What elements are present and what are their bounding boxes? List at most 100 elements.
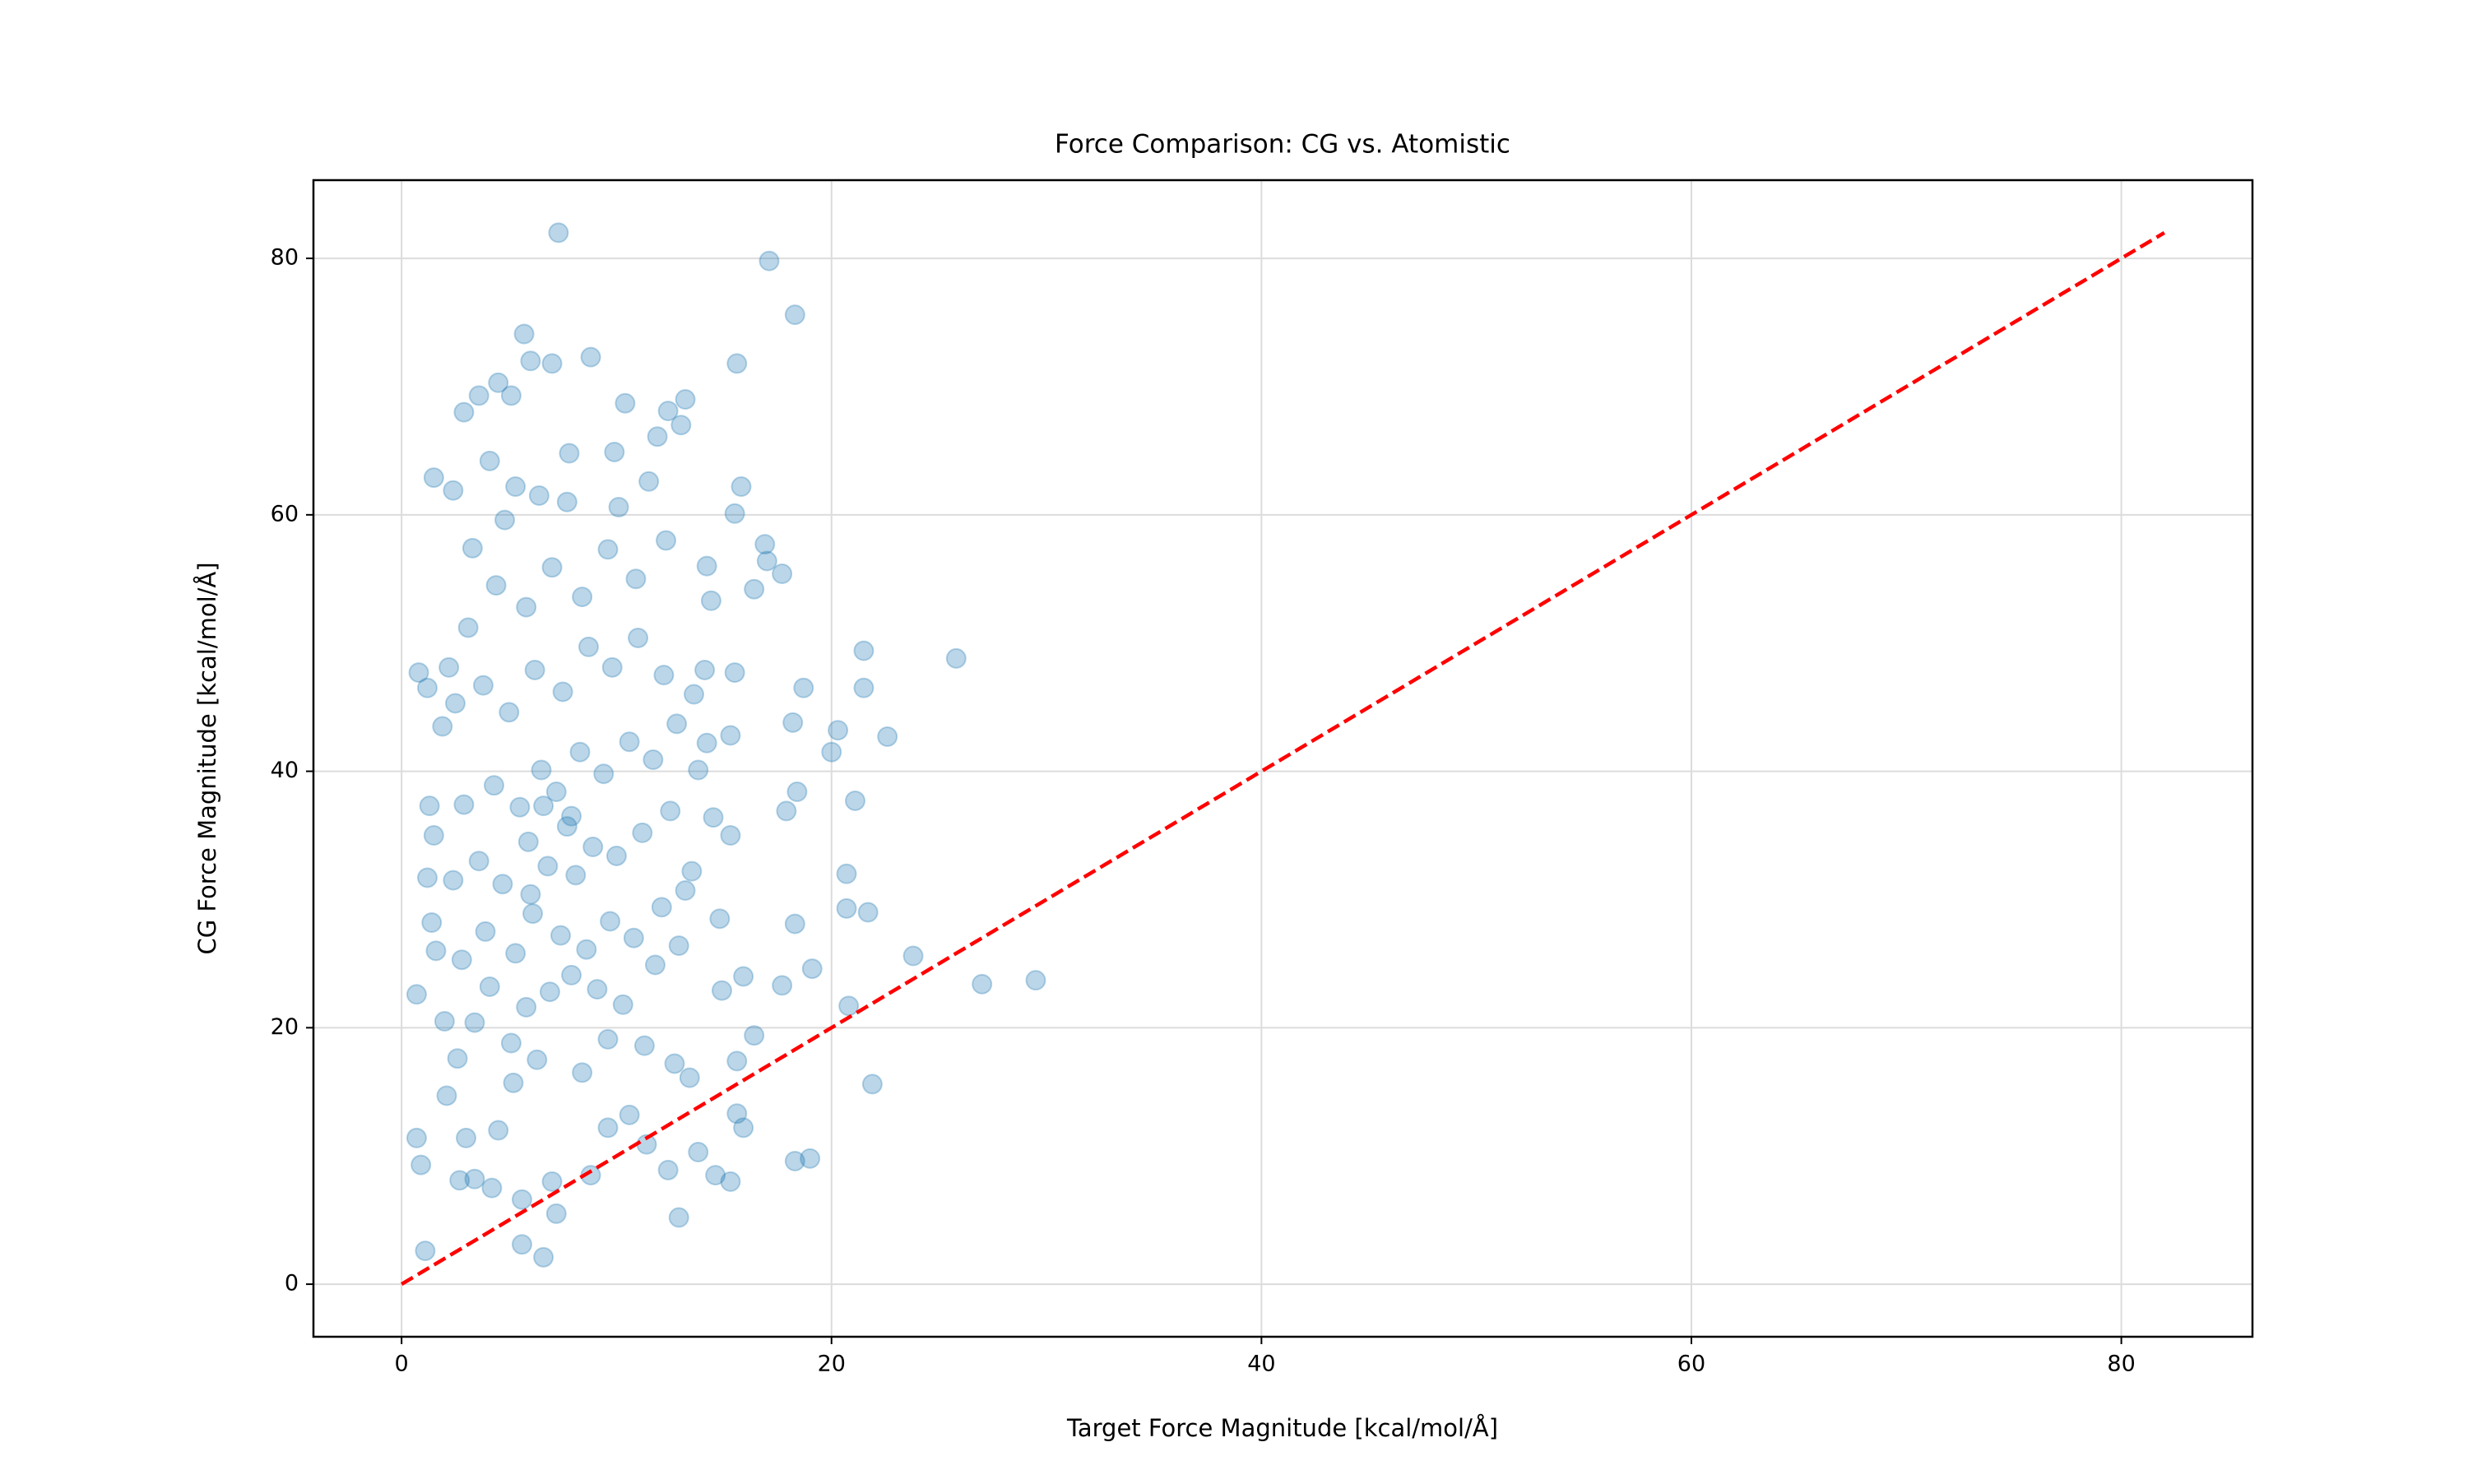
scatter-point [758,250,780,271]
scatter-point [423,825,444,846]
scatter-point [500,1032,522,1054]
scatter-point [688,759,709,781]
scatter-point [619,1104,640,1125]
scatter-point [633,1035,655,1056]
scatter-point [619,731,640,753]
scatter-point [784,1150,805,1171]
scatter-point [541,557,563,578]
scatter-point [556,491,578,512]
scatter-point [694,659,716,680]
scatter-point [744,1025,765,1046]
scatter-point [651,897,672,918]
scatter-point [793,677,814,698]
scatter-point [516,596,537,618]
scatter-point [421,912,443,934]
scatter-point [541,1171,563,1192]
scatter-point [700,590,721,611]
scatter-point [615,392,636,414]
x-tick-label: 60 [1677,1352,1705,1377]
scatter-point [857,902,879,923]
scatter-point [415,1241,436,1262]
scatter-point [593,763,615,785]
scatter-point [600,911,621,932]
scatter-point [720,825,741,846]
scatter-point [533,795,554,817]
scatter-point [438,656,460,678]
scatter-point [731,476,752,498]
scatter-point [776,800,797,822]
scatter-point [703,807,724,828]
scatter-point [705,1165,726,1186]
scatter-point [488,1120,509,1141]
scatter-point [485,575,507,596]
scatter-point [533,1246,554,1268]
scatter-point [406,1127,427,1148]
scatter-point [643,749,664,771]
scatter-point [638,471,660,492]
scatter-point [608,496,629,517]
scatter-point [696,732,717,754]
scatter-point [505,943,527,964]
scatter-point [720,725,741,746]
scatter-point [483,775,504,796]
scatter-point [580,346,601,368]
grid [313,180,2252,1337]
scatter-point [660,800,681,822]
y-tick-label: 60 [271,501,299,526]
scatter-point [754,534,776,555]
scatter-point [726,353,748,374]
scatter-point [597,1117,619,1139]
scatter-point [539,981,560,1003]
scatter-point [664,1053,685,1074]
scatter-point [597,539,619,560]
scatter-point [545,1203,567,1224]
scatter-point [416,677,438,698]
scatter-point [511,1189,532,1210]
scatter-point [561,805,582,827]
scatter-point [423,467,444,489]
y-axis-label: CG Force Magnitude [kcal/mol/Å] [193,562,221,954]
scatter-point [517,831,539,852]
scatter-point [644,954,666,976]
y-tick-label: 0 [285,1271,299,1296]
scatter-point [516,996,537,1018]
scatter-point [784,913,805,934]
scatter-point [449,1170,471,1191]
scatter-point [782,712,804,733]
scatter-point [623,927,644,948]
plot-area [400,222,2166,1287]
scatter-point [1025,970,1046,991]
scatter-point [522,903,544,925]
scatter-point [503,1072,524,1093]
scatter-point [432,716,453,737]
scatter-point [492,874,513,895]
scatter-point [479,450,500,471]
scatter-point [733,966,754,987]
scatter-point [724,662,745,684]
scatter-point [464,1168,485,1190]
scatter-point [416,867,438,888]
chart-title: Force Comparison: CG vs. Atomistic [1055,130,1510,160]
scatter-point [844,790,865,811]
scatter-point [688,1142,709,1163]
scatter-point [556,816,578,837]
scatter-point [443,480,464,501]
x-tick-label: 0 [395,1352,409,1377]
scatter-point [524,659,545,680]
scatter-point [520,350,541,372]
scatter-point [453,794,475,815]
axes-frame [312,179,2254,1338]
scatter-point [434,1011,455,1032]
scatter-point [587,979,608,1000]
scatter-point [462,537,483,559]
scatter-point [411,1154,432,1176]
scatter-point [836,897,857,919]
scatter-point [436,1085,457,1106]
scatter-point [696,555,717,577]
scatter-point [537,856,559,877]
scatter-point [733,1117,754,1139]
scatter-point [578,636,599,657]
reference-line [400,230,2166,1287]
scatter-point [711,980,732,1001]
